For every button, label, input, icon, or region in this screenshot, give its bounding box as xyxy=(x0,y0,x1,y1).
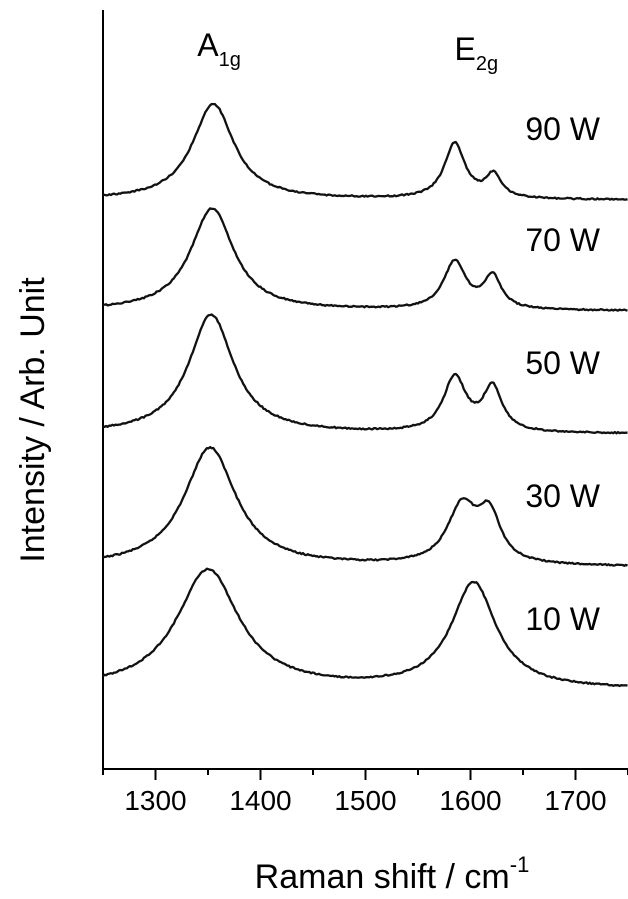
x-tick-label: 1400 xyxy=(229,785,291,816)
spectrum-label: 30 W xyxy=(525,478,600,514)
peak-label: E2g xyxy=(455,31,499,75)
x-ticks xyxy=(102,769,628,780)
peak-label: A1g xyxy=(197,27,241,71)
x-tick-label: 1600 xyxy=(439,785,501,816)
spectrum-line xyxy=(102,102,628,201)
spectrum-line xyxy=(102,567,628,688)
spectrum-label: 70 W xyxy=(525,222,600,258)
spectrum-label: 90 W xyxy=(525,111,600,147)
spectrum-line xyxy=(102,313,628,435)
x-tick-label: 1500 xyxy=(334,785,396,816)
spectrum-labels: 90 W 70 W 50 W 30 W 10 W xyxy=(525,111,600,637)
x-tick-label: 1300 xyxy=(124,785,186,816)
x-tick-labels: 1300 1400 1500 1600 1700 xyxy=(124,785,606,816)
spectrum-line xyxy=(102,207,628,312)
spectrum-label: 50 W xyxy=(525,345,600,381)
peak-labels: A1g E2g xyxy=(197,27,498,75)
x-tick-label: 1700 xyxy=(544,785,606,816)
x-axis-label: Raman shift / cm-1 xyxy=(255,852,530,896)
y-axis-label: Intensity / Arb. Unit xyxy=(14,277,52,563)
spectrum-label: 10 W xyxy=(525,601,600,637)
spectra xyxy=(102,102,628,688)
spectrum-line xyxy=(102,445,628,567)
